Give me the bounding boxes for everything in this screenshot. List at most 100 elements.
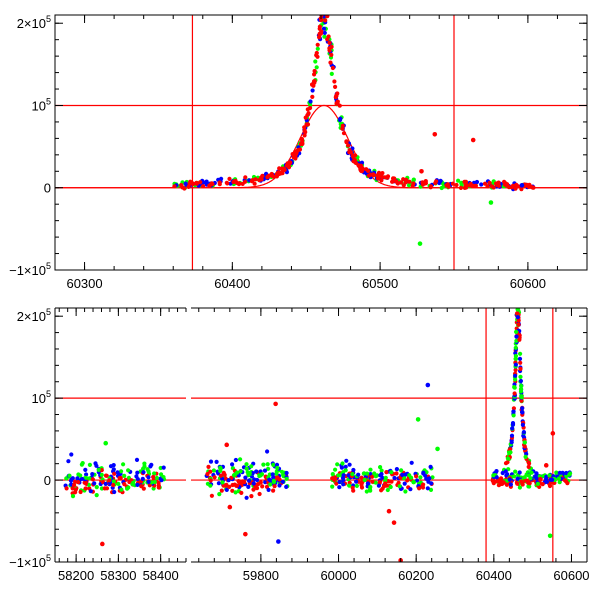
data-point-red <box>504 482 509 487</box>
data-point-green <box>119 469 124 474</box>
data-point-red <box>334 101 339 106</box>
data-point-green <box>529 470 534 475</box>
y-tick-label-exponent: 5 <box>46 307 51 317</box>
data-point-red <box>310 94 315 99</box>
data-point-green <box>333 467 338 472</box>
data-point-blue <box>520 422 526 427</box>
data-point-blue <box>203 180 208 185</box>
data-point-red <box>505 460 510 465</box>
data-point-red <box>231 179 236 185</box>
data-point-red <box>83 481 88 486</box>
data-point-red <box>371 172 376 177</box>
data-point-green <box>409 475 414 480</box>
data-point-red <box>490 478 495 483</box>
data-point-blue <box>220 476 225 481</box>
data-point-red <box>294 150 299 155</box>
data-point-red <box>330 65 335 71</box>
data-point-red <box>421 482 426 487</box>
data-point-red <box>428 184 433 189</box>
data-point-blue <box>409 460 414 465</box>
data-point-green <box>322 34 327 39</box>
data-point-green <box>372 471 377 476</box>
data-point-green <box>397 484 402 489</box>
data-point-red <box>513 367 518 373</box>
data-point-green <box>364 489 369 494</box>
data-point-green <box>218 468 223 473</box>
data-point-green <box>547 473 552 478</box>
data-point-green <box>265 462 270 467</box>
data-point-red <box>446 184 451 189</box>
data-point-blue <box>344 458 349 463</box>
data-point-blue <box>428 464 433 469</box>
data-point-red <box>198 180 203 185</box>
data-point-blue <box>284 484 289 489</box>
y-tick-label-base: 2×10 <box>17 16 46 31</box>
data-point-red <box>251 487 256 492</box>
data-point-red <box>180 185 185 190</box>
data-point-red <box>353 153 358 158</box>
data-point-green <box>94 493 99 498</box>
top-frame <box>54 14 588 271</box>
data-point-blue <box>507 477 512 482</box>
data-point-red <box>329 52 334 58</box>
data-point-green <box>343 468 348 473</box>
data-point-red <box>323 18 328 23</box>
x-tick-label: 60500 <box>362 276 398 291</box>
data-point-green <box>271 478 276 483</box>
data-point-red <box>327 48 332 53</box>
data-point-green <box>154 475 159 481</box>
data-point-red <box>417 486 422 491</box>
data-point-red <box>494 479 499 484</box>
data-point-red <box>249 179 254 184</box>
data-point-red <box>518 366 523 371</box>
data-point-red <box>506 185 512 190</box>
data-point-red <box>376 170 382 175</box>
data-point-blue <box>402 481 407 486</box>
data-point-red <box>232 482 237 487</box>
data-point-green <box>116 481 121 486</box>
data-point-blue <box>84 472 89 477</box>
x-tick-label: 58300 <box>100 568 136 583</box>
data-point-red <box>370 479 375 484</box>
data-point-red <box>491 185 496 190</box>
outlier-point-green <box>547 533 553 539</box>
data-point-green <box>383 475 388 480</box>
data-point-green <box>87 476 92 481</box>
data-point-blue <box>148 464 153 469</box>
data-point-red <box>303 115 308 120</box>
outlier-point-red <box>224 442 230 448</box>
data-point-red <box>103 473 109 478</box>
data-point-green <box>313 59 318 64</box>
outlier-point-red <box>273 401 278 407</box>
data-point-red <box>401 177 406 182</box>
data-point-red <box>423 179 428 184</box>
data-point-red <box>265 174 270 179</box>
data-point-blue <box>66 459 71 464</box>
data-point-blue <box>429 481 434 486</box>
data-point-red <box>212 475 217 480</box>
data-point-blue <box>320 6 324 10</box>
data-point-red <box>337 103 342 108</box>
data-point-red <box>217 180 222 185</box>
data-point-green <box>279 469 285 474</box>
data-point-green <box>456 178 461 183</box>
data-point-green <box>84 475 89 480</box>
x-tick-label: 60600 <box>553 568 589 583</box>
data-point-green <box>411 177 416 182</box>
data-point-green <box>518 374 523 379</box>
data-point-blue <box>341 473 346 478</box>
data-point-green <box>259 472 265 477</box>
data-point-red <box>346 143 351 148</box>
data-point-green <box>220 480 225 485</box>
data-point-red <box>450 181 455 186</box>
data-point-blue <box>322 30 327 35</box>
data-point-red <box>380 171 385 176</box>
data-point-green <box>315 46 320 51</box>
data-point-green <box>418 475 423 480</box>
data-point-red <box>394 471 399 476</box>
data-point-green <box>554 470 559 475</box>
data-point-red <box>494 181 499 186</box>
data-point-red <box>319 29 324 34</box>
data-point-red <box>332 79 337 84</box>
y-tick-label-exponent: 5 <box>46 553 51 563</box>
